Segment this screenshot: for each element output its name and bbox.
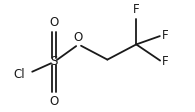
Text: O: O	[50, 95, 59, 108]
Text: S: S	[51, 55, 58, 68]
Text: F: F	[162, 55, 169, 68]
Text: O: O	[50, 16, 59, 29]
Text: O: O	[74, 31, 83, 44]
Text: Cl: Cl	[14, 68, 25, 81]
Text: F: F	[162, 29, 169, 42]
Text: F: F	[133, 3, 140, 16]
